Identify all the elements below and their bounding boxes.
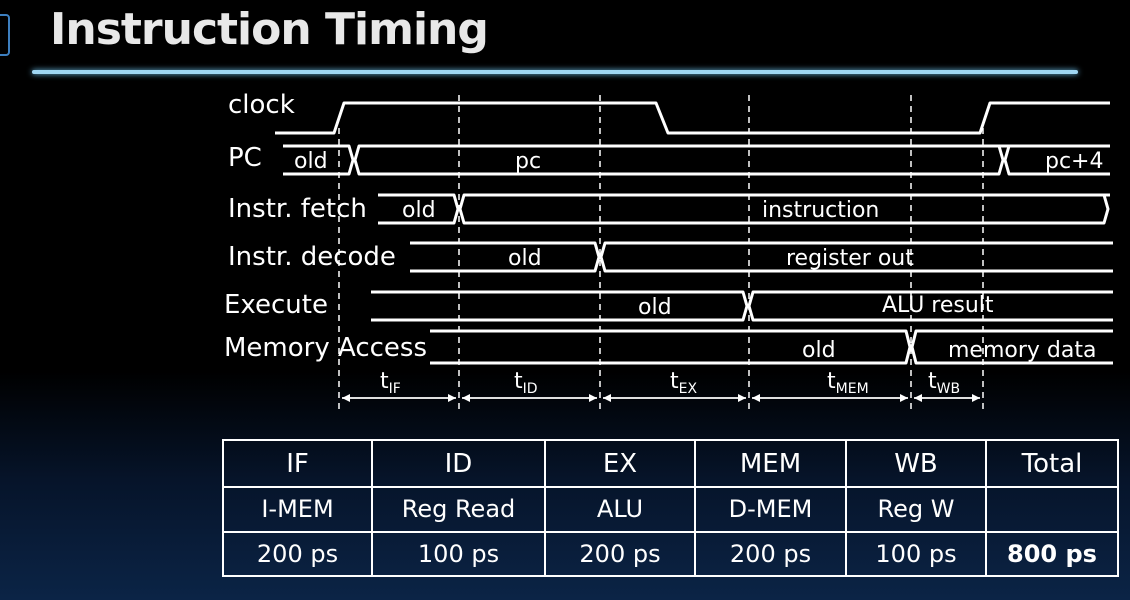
table-unit-row: I-MEM Reg Read ALU D-MEM Reg W — [222, 486, 1119, 533]
interval-label-wb: tWB — [928, 369, 960, 397]
slide-title: Instruction Timing — [50, 4, 489, 55]
decode-new-value: register out — [786, 246, 914, 271]
decode-bus — [410, 241, 1113, 273]
stage-latency-table: IF ID EX MEM WB Total I-MEM Reg Read ALU… — [222, 438, 1119, 578]
time-cell-if: 200 ps — [222, 530, 373, 578]
timing-diagram: clock PC Instr. fetch Instr. decode Exec… — [224, 90, 1113, 402]
time-cell-mem: 200 ps — [694, 530, 847, 578]
unit-cell-total — [985, 486, 1119, 533]
header-cell-ex: EX — [544, 438, 696, 489]
unit-cell-ex: ALU — [544, 486, 696, 533]
table-time-row: 200 ps 100 ps 200 ps 200 ps 100 ps 800 p… — [222, 530, 1119, 578]
fetch-new-value: instruction — [762, 198, 879, 223]
signal-label-clock: clock — [228, 90, 295, 120]
header-cell-wb: WB — [845, 438, 987, 489]
signal-label-execute: Execute — [224, 290, 328, 320]
header-cell-mem: MEM — [694, 438, 847, 489]
execute-old-value: old — [638, 295, 672, 320]
fetch-bus — [378, 193, 1110, 225]
slide-corner-icon — [0, 14, 10, 56]
time-cell-total: 800 ps — [985, 530, 1119, 578]
memory-old-value: old — [802, 338, 836, 363]
decode-old-value: old — [508, 246, 542, 271]
pc-next-value: pc+4 — [1045, 149, 1104, 174]
memory-new-value: memory data — [948, 338, 1096, 363]
table-header-row: IF ID EX MEM WB Total — [222, 438, 1119, 489]
unit-cell-mem: D-MEM — [694, 486, 847, 533]
signal-label-fetch: Instr. fetch — [228, 194, 367, 224]
time-cell-wb: 100 ps — [845, 530, 987, 578]
execute-new-value: ALU result — [882, 293, 994, 318]
interval-label-if: tIF — [380, 369, 401, 397]
clock-waveform — [275, 101, 1110, 135]
signal-label-pc: PC — [228, 143, 262, 173]
time-cell-id: 100 ps — [371, 530, 546, 578]
header-cell-total: Total — [985, 438, 1119, 489]
header-cell-id: ID — [371, 438, 546, 489]
execute-bus — [371, 290, 1113, 322]
unit-cell-if: I-MEM — [222, 486, 373, 533]
signal-label-memory: Memory Access — [224, 333, 427, 363]
interval-label-mem: tMEM — [827, 369, 869, 397]
signal-label-decode: Instr. decode — [228, 242, 396, 272]
pc-bus — [283, 144, 1110, 176]
title-underline — [32, 70, 1078, 74]
interval-label-ex: tEX — [670, 369, 697, 397]
unit-cell-id: Reg Read — [371, 486, 546, 533]
memory-bus — [430, 329, 1113, 365]
unit-cell-wb: Reg W — [845, 486, 987, 533]
pc-old-value: old — [294, 149, 328, 174]
fetch-old-value: old — [402, 198, 436, 223]
header-cell-if: IF — [222, 438, 373, 489]
pc-new-value: pc — [515, 149, 541, 174]
interval-label-id: tID — [514, 369, 538, 397]
time-cell-ex: 200 ps — [544, 530, 696, 578]
